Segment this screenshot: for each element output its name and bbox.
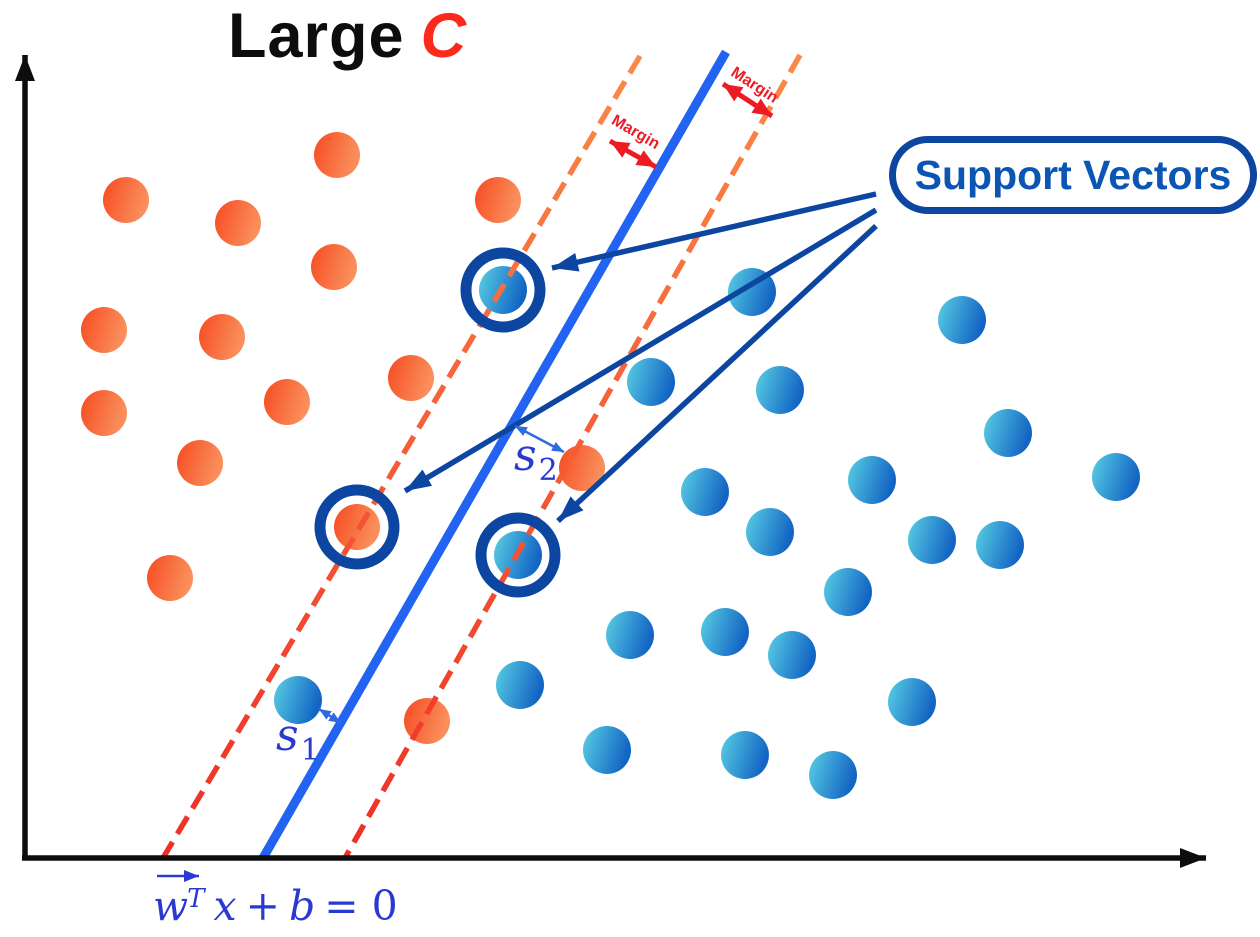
title-highlight-c: C [420,1,468,71]
blue-point [756,366,804,414]
margin-extent-arrow [721,81,774,119]
orange-point [475,177,521,223]
eq-transpose: T [187,884,205,914]
margin-line-left [160,54,643,860]
blue-point [681,468,729,516]
s1-subscript: 1 [300,733,320,768]
blue-point [976,521,1024,569]
eq-x: x [213,882,237,930]
support-vector-arrow [551,191,877,272]
blue-point [496,661,544,709]
blue-point [908,516,956,564]
orange-point [81,390,127,436]
blue-point [1092,453,1140,501]
slack-distance-arrow [514,424,565,454]
s2-subscript: 2 [538,453,558,488]
hyperplane-equation: wT x + b = 0 [153,882,398,930]
margin-extent-arrow [608,138,658,170]
eq-b: b [288,882,316,930]
support-vector-arrow [403,207,878,494]
blue-point [627,358,675,406]
orange-point [314,132,360,178]
blue-point [746,508,794,556]
blue-point [721,731,769,779]
orange-point [388,355,434,401]
eq-equals-zero: = 0 [324,882,398,930]
support-vector-arrow [556,223,878,524]
blue-point [768,631,816,679]
blue-point [888,678,936,726]
blue-point [984,409,1032,457]
support-vector-ring [314,484,400,570]
support-vector-ring [475,512,561,598]
blue-point [848,456,896,504]
eq-w: w [153,882,189,930]
support-vectors-callout: Support Vectors [889,136,1257,214]
orange-point [177,440,223,486]
support-vectors-label: Support Vectors [914,151,1232,198]
blue-point [938,296,986,344]
blue-point [583,726,631,774]
slack-label-s2: s2 [514,434,558,486]
page-title: Large C [228,0,467,72]
blue-point [606,611,654,659]
margin-line-right [342,53,803,860]
eq-plus: + [245,882,280,930]
s2-symbol: s [514,430,537,481]
slack-distance-arrow [318,707,342,725]
slack-label-s1: s1 [276,714,320,766]
blue-point [809,751,857,799]
orange-point [215,200,261,246]
orange-point [81,307,127,353]
blue-point [824,568,872,616]
orange-point [199,314,245,360]
orange-point [311,244,357,290]
s1-symbol: s [276,710,299,761]
support-vector-ring [460,247,546,333]
orange-point [264,379,310,425]
orange-point [103,177,149,223]
title-text: Large [228,1,405,71]
orange-point [147,555,193,601]
blue-point [274,676,322,724]
blue-point [701,608,749,656]
